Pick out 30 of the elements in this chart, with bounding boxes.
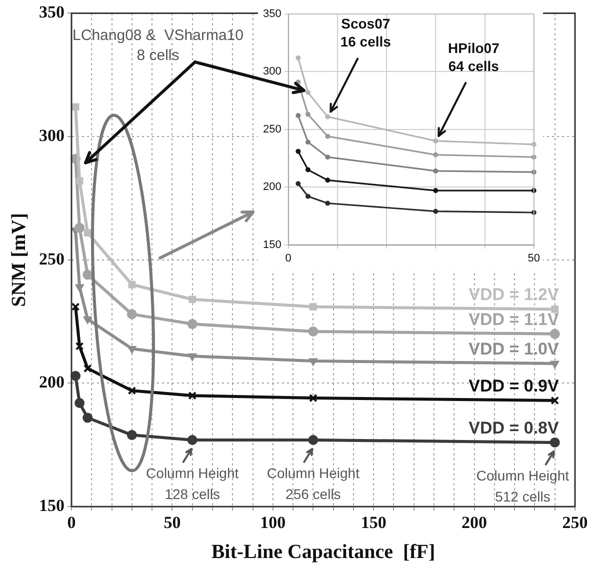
- y-tick-label: 200: [39, 372, 64, 392]
- annotation: Scos07 16 cells: [340, 16, 392, 50]
- series-label: VDD = 1.1V: [468, 310, 560, 329]
- x-tick-label: 250: [562, 513, 588, 532]
- x-tick-label: 100: [260, 513, 286, 532]
- y-tick-label: 300: [39, 126, 64, 145]
- x-tick-label: 0: [285, 252, 292, 264]
- annotation: Column Height 128 cells: [146, 464, 239, 502]
- series-label: VDD = 1.0V: [468, 340, 560, 359]
- x-tick-label: 0: [67, 513, 76, 532]
- series-label: VDD = 0.9V: [468, 376, 560, 396]
- x-tick-label: 150: [360, 513, 386, 532]
- annotation: HPilo07 64 cells: [448, 40, 500, 74]
- y-tick-label: 250: [262, 123, 282, 136]
- y-tick-label: 150: [39, 496, 64, 515]
- series-label: VDD = 0.8V: [468, 418, 560, 438]
- x-tick-label: 50: [528, 252, 540, 264]
- annotation: Column Height 256 cells: [266, 464, 360, 502]
- y-tick-label: 300: [262, 66, 282, 78]
- y-tick-label: 150: [262, 238, 282, 251]
- x-axis-title: Bit-Line Capacitance [fF]: [211, 541, 436, 564]
- x-tick-label: 200: [462, 513, 488, 532]
- y-tick-label: 200: [262, 181, 282, 194]
- y-axis-title: SNM [mV]: [8, 212, 30, 307]
- annotation: LChang08 & VSharma10 8 cells: [72, 27, 244, 64]
- y-tick-label: 350: [39, 2, 64, 22]
- y-tick-label: 350: [262, 8, 282, 20]
- series-label: VDD = 1.2V: [468, 285, 560, 304]
- x-tick-label: 50: [164, 513, 181, 532]
- annotation: Column Height 512 cells: [476, 467, 570, 504]
